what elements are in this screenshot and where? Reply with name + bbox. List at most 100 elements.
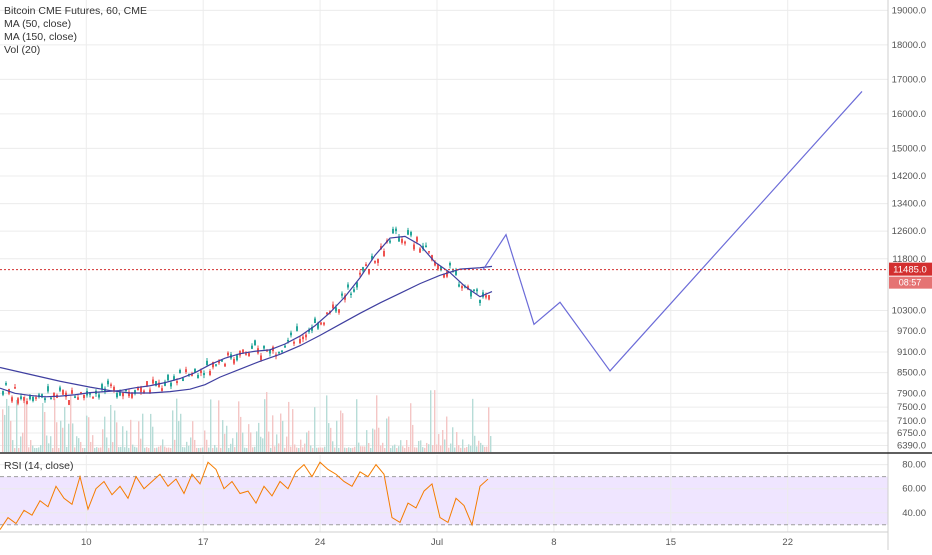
volume-bar xyxy=(132,444,134,452)
price-axis-tick: 19000.0 xyxy=(892,5,926,16)
volume-bar xyxy=(468,444,470,452)
volume-bar xyxy=(422,447,424,452)
candle-body xyxy=(335,307,337,312)
candle-body xyxy=(350,293,352,295)
candle-body xyxy=(260,355,262,361)
indicator-ma50[interactable]: MA (50, close) xyxy=(4,18,71,30)
volume-bar xyxy=(64,407,66,452)
volume-bar xyxy=(228,447,230,452)
candle-body xyxy=(203,373,205,376)
candle-body xyxy=(68,400,70,405)
volume-bar xyxy=(246,447,248,452)
candle-body xyxy=(80,392,82,394)
price-axis-tick: 6390.0 xyxy=(897,440,926,451)
candle-body xyxy=(140,387,142,393)
rsi-title[interactable]: RSI (14, close) xyxy=(4,460,73,472)
volume-bar xyxy=(56,422,58,452)
candle-body xyxy=(161,388,163,391)
volume-bar xyxy=(160,445,162,452)
candle-body xyxy=(431,255,433,261)
volume-bar xyxy=(72,423,74,452)
volume-bar xyxy=(46,435,48,452)
indicator-volume[interactable]: Vol (20) xyxy=(4,44,40,56)
candle-body xyxy=(437,264,439,269)
candle-body xyxy=(287,339,289,342)
volume-bar xyxy=(428,444,430,452)
price-axis-tick: 12600.0 xyxy=(892,226,926,237)
volume-bar xyxy=(60,420,62,452)
volume-bar xyxy=(312,447,314,452)
volume-bar xyxy=(52,447,54,452)
volume-bar xyxy=(356,399,358,452)
volume-bar xyxy=(48,443,50,452)
volume-bar xyxy=(358,442,360,452)
volume-bar xyxy=(296,447,298,452)
volume-bar xyxy=(448,447,450,452)
volume-bar xyxy=(162,439,164,452)
volume-bar xyxy=(346,447,348,452)
candle-body xyxy=(110,384,112,387)
volume-bar xyxy=(452,427,454,452)
volume-bar xyxy=(188,445,190,452)
candle-body xyxy=(323,322,325,325)
candle-body xyxy=(149,389,151,393)
volume-bar xyxy=(264,399,266,452)
volume-bar xyxy=(242,432,244,452)
volume-bar xyxy=(4,414,6,452)
candle-body xyxy=(170,382,172,387)
volume-bar xyxy=(122,426,124,452)
candle-body xyxy=(269,349,271,354)
volume-bar xyxy=(20,436,22,452)
volume-bar xyxy=(464,447,466,452)
volume-bar xyxy=(116,422,118,452)
candle-body xyxy=(392,228,394,234)
volume-bar xyxy=(410,403,412,452)
candle-body xyxy=(422,245,424,249)
volume-bar xyxy=(330,427,332,452)
volume-bar xyxy=(256,431,258,452)
volume-bar xyxy=(124,447,126,452)
volume-bar xyxy=(382,442,384,452)
price-axis-tick: 15000.0 xyxy=(892,143,926,154)
candle-body xyxy=(182,378,184,381)
candle-body xyxy=(347,284,349,288)
volume-bar xyxy=(430,390,432,452)
volume-bar xyxy=(214,444,216,452)
candle-body xyxy=(233,359,235,364)
candle-body xyxy=(116,392,118,398)
volume-bar xyxy=(440,445,442,452)
candle-body xyxy=(167,374,169,381)
volume-bar xyxy=(474,435,476,452)
chart-title[interactable]: Bitcoin CME Futures, 60, CME xyxy=(4,5,147,17)
candle-body xyxy=(440,266,442,271)
volume-bar xyxy=(268,431,270,452)
candle-body xyxy=(389,240,391,243)
price-axis-tick: 16000.0 xyxy=(892,109,926,120)
ma150-line xyxy=(0,265,493,394)
volume-bar xyxy=(206,439,208,452)
candle-body xyxy=(47,386,49,392)
volume-bar xyxy=(34,447,36,452)
time-axis-tick: 10 xyxy=(81,537,92,548)
candle-body xyxy=(263,345,265,349)
volume-bar xyxy=(94,447,96,452)
volume-bar xyxy=(252,447,254,452)
volume-bar xyxy=(14,447,16,452)
volume-bar xyxy=(294,444,296,452)
candle-body xyxy=(35,397,37,399)
volume-bar xyxy=(210,399,212,452)
candle-body xyxy=(176,381,178,384)
volume-bar xyxy=(406,439,408,452)
indicator-ma150[interactable]: MA (150, close) xyxy=(4,31,77,43)
grid-lines xyxy=(0,0,888,532)
volume-bar xyxy=(486,446,488,452)
time-axis-tick: 15 xyxy=(666,537,677,548)
volume-bar xyxy=(332,441,334,452)
price-axis-tick: 8500.0 xyxy=(897,368,926,379)
candle-body xyxy=(296,326,298,331)
volume-bar xyxy=(24,394,26,452)
volume-bar xyxy=(172,410,174,452)
volume-bar xyxy=(134,446,136,452)
volume-bar xyxy=(142,413,144,452)
volume-bar xyxy=(384,447,386,452)
